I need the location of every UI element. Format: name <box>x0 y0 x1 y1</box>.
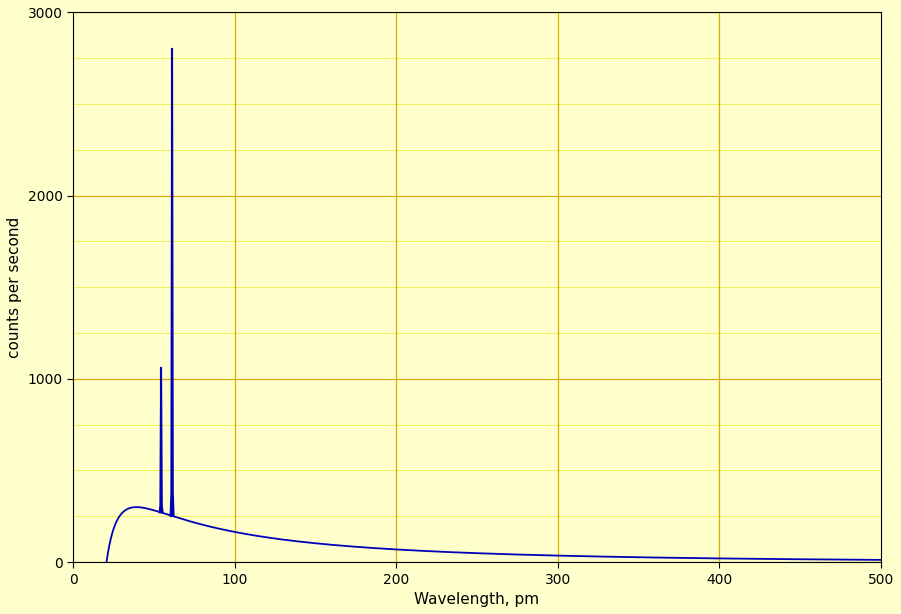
Y-axis label: counts per second: counts per second <box>7 217 22 358</box>
X-axis label: Wavelength, pm: Wavelength, pm <box>414 592 540 607</box>
